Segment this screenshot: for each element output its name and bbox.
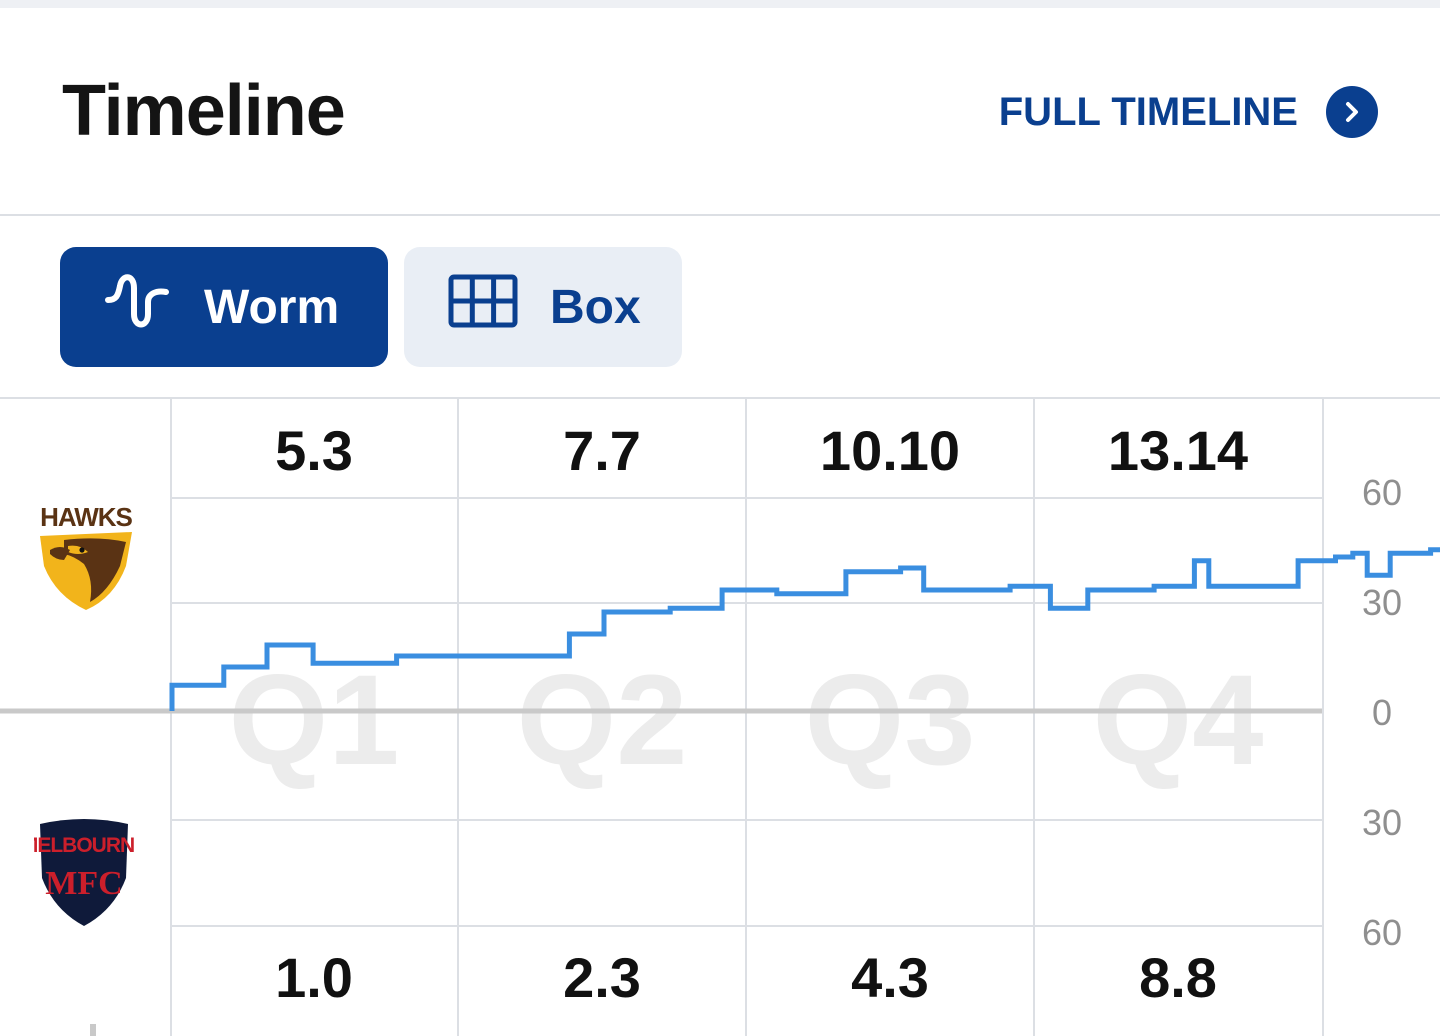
grid-icon [448,274,518,340]
tab-box[interactable]: Box [404,247,682,367]
away-score-q3: 4.3 [851,946,929,1009]
svg-text:HAWKS: HAWKS [40,502,132,532]
y-tick-label: 60 [1361,912,1403,953]
home-score-q1: 5.3 [275,419,353,482]
tab-box-label: Box [550,280,641,334]
y-tick-label: 0 [1371,692,1393,733]
tab-worm[interactable]: Worm [60,247,388,367]
y-tick-label: 30 [1361,802,1403,843]
quarter-watermarks: Q1 Q2 Q3 Q4 [229,649,1264,792]
worm-chart: Q1 Q2 Q3 Q4 [0,397,1440,1036]
chart-grid [170,398,1324,1036]
full-timeline-link[interactable]: FULL TIMELINE [999,86,1378,138]
full-timeline-label: FULL TIMELINE [998,89,1298,134]
home-score-q3: 10.10 [819,419,961,482]
quarter-watermark-q1: Q1 [229,649,400,792]
home-score-q2: 7.7 [563,419,641,482]
quarter-watermark-q4: Q4 [1093,649,1264,792]
hawks-logo: HAWKS [28,502,144,617]
away-score-q1: 1.0 [275,946,353,1009]
home-score-q4: 13.14 [1107,419,1249,482]
tab-worm-label: Worm [204,280,340,334]
svg-text:MELBOURNE: MELBOURNE [34,834,134,857]
view-toggle: Worm Box [60,247,682,367]
melbourne-logo: MELBOURNE MFC [21,818,149,933]
svg-text:MFC: MFC [45,865,122,902]
y-tick-label: 60 [1361,472,1403,513]
page-title: Timeline [62,71,346,151]
worm-icon [104,272,174,342]
scroll-indicator [90,1024,96,1036]
top-strip [0,0,1440,8]
margin-worm-line [169,547,1440,711]
quarter-watermark-q3: Q3 [805,649,976,792]
chevron-right-icon [1326,86,1378,138]
header-divider [0,214,1440,216]
quarter-watermark-q2: Q2 [517,649,688,792]
away-score-q4: 8.8 [1139,946,1217,1009]
y-tick-label: 30 [1361,582,1403,623]
away-score-q2: 2.3 [563,946,641,1009]
